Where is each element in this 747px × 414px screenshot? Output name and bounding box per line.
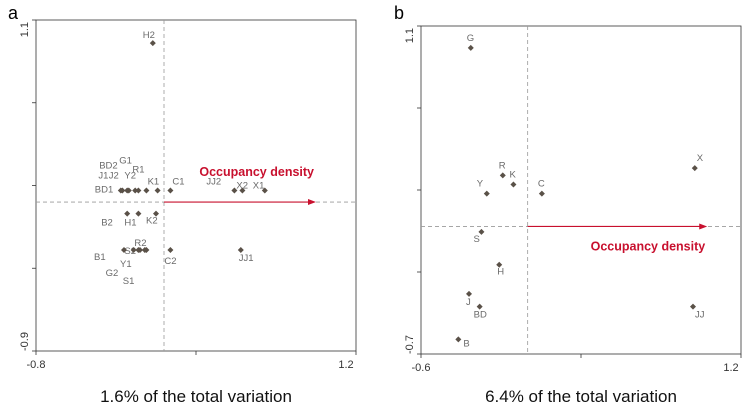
panel-b-point-jj bbox=[690, 303, 696, 310]
panel-a-x-tick-right: 1.2 bbox=[338, 359, 353, 371]
panel-a-point-label-b1: B1 bbox=[94, 252, 106, 263]
panel-b-point-k bbox=[510, 181, 517, 188]
panel-a-vector-arrowhead bbox=[308, 199, 316, 206]
panel-a-point-jj2 bbox=[231, 187, 238, 194]
panel-a-point-label-g1: G1 bbox=[119, 155, 132, 166]
panel-a-point-label-jj1: JJ1 bbox=[239, 253, 254, 264]
panel-a-point-label-y1: Y1 bbox=[120, 259, 132, 270]
panel-a-point-label-y2: Y2 bbox=[124, 170, 136, 181]
panel-a-point-label-s1: S1 bbox=[123, 276, 135, 287]
panel-a-point-k1 bbox=[154, 187, 161, 194]
panel-a-point-label-h1: H1 bbox=[124, 218, 136, 229]
panel-a-point-jj1 bbox=[237, 247, 244, 254]
panel-a-point-y2 bbox=[135, 187, 142, 194]
panel-a: a 1.1 -0.9 -0.8 1.2 Occupancy density H2… bbox=[8, 3, 357, 406]
panel-a-vector-label: Occupancy density bbox=[199, 165, 314, 179]
panel-b-point-b bbox=[455, 336, 462, 343]
panel-b-point-r bbox=[499, 172, 506, 179]
panel-a-point-bd1 bbox=[117, 187, 124, 194]
panel-a-point-j2 bbox=[125, 187, 132, 194]
panel-a-point-label-g2: G2 bbox=[106, 268, 119, 279]
panel-b-point-label-c: C bbox=[538, 179, 545, 190]
panel-b-points: G RK X Y C S H JBD JJ B bbox=[455, 33, 705, 349]
panel-a-ticks bbox=[32, 19, 357, 355]
panel-a-point-h2 bbox=[149, 40, 156, 47]
panel-b-point-h bbox=[496, 261, 503, 268]
panel-a-y-tick-bottom: -0.9 bbox=[19, 332, 31, 351]
panel-a-zero-lines bbox=[36, 20, 356, 351]
panel-a-x-tick-left: -0.8 bbox=[27, 359, 46, 371]
panel-b-point-label-bd: BD bbox=[474, 310, 487, 321]
panel-b-ticks bbox=[417, 25, 742, 358]
panel-b-point-x bbox=[691, 165, 698, 172]
panel-a-point-x1 bbox=[261, 187, 268, 194]
panel-b-point-label-r: R bbox=[499, 160, 506, 171]
panel-b-point-g bbox=[467, 44, 474, 51]
panel-a-point-label-bd2: BD2 bbox=[99, 160, 117, 171]
panel-a-point-label-bd1: BD1 bbox=[95, 184, 113, 195]
panel-a-frame bbox=[35, 19, 357, 352]
panel-a-label: a bbox=[8, 3, 19, 23]
panel-a-point-label-j2: J2 bbox=[109, 170, 119, 181]
panel-b-vector-arrowhead bbox=[699, 223, 708, 230]
panel-b-x-tick-right: 1.2 bbox=[723, 362, 738, 374]
panel-a-point-label-j1: J1 bbox=[98, 170, 108, 181]
panel-a-point-label-k2: K2 bbox=[146, 216, 158, 227]
panel-a-point-c1 bbox=[167, 187, 174, 194]
panel-b-point-label-b: B bbox=[463, 338, 469, 349]
panel-a-point-x2 bbox=[239, 187, 246, 194]
panel-b-point-label-j: J bbox=[466, 297, 471, 308]
panel-b-point-label-jj: JJ bbox=[695, 310, 705, 321]
panel-b-point-bd bbox=[476, 303, 483, 310]
panel-b-point-label-y: Y bbox=[477, 179, 484, 190]
panel-a-point-label-k1: K1 bbox=[148, 176, 160, 187]
panel-a-point-s1 bbox=[141, 247, 148, 254]
panel-b-y-tick-top: 1.1 bbox=[404, 28, 416, 43]
panel-a-caption: 1.6% of the total variation bbox=[100, 387, 292, 406]
panel-b-point-s bbox=[478, 228, 485, 235]
panel-a-point-y1 bbox=[137, 247, 143, 254]
panel-b-caption: 6.4% of the total variation bbox=[485, 387, 677, 406]
panel-a-point-g2 bbox=[130, 247, 137, 254]
panel-b-point-label-s: S bbox=[473, 234, 479, 245]
panel-a-point-b2 bbox=[124, 210, 131, 217]
panel-b-point-j bbox=[466, 290, 472, 297]
panel-b-x-tick-left: -0.6 bbox=[412, 362, 431, 374]
panel-a-point-b1 bbox=[121, 247, 127, 254]
panel-b-point-label-x: X bbox=[697, 153, 704, 164]
panel-a-point-label-c2: C2 bbox=[164, 256, 176, 267]
panel-a-point-h1 bbox=[135, 210, 142, 217]
panel-a-point-c2 bbox=[167, 247, 174, 254]
panel-a-point-label-x2: X2 bbox=[236, 180, 248, 191]
panel-a-point-label-h2: H2 bbox=[143, 30, 155, 41]
panel-a-point-label-c1: C1 bbox=[172, 176, 184, 187]
panel-b-point-c bbox=[538, 190, 545, 197]
panel-b: b 1.1 -0.7 -0.6 1.2 Occupancy density G R… bbox=[394, 3, 742, 406]
panel-b-y-tick-bottom: -0.7 bbox=[404, 335, 416, 354]
panel-a-point-label-r2: R2 bbox=[134, 238, 146, 249]
panel-a-point-r1 bbox=[143, 187, 150, 194]
panel-a-point-label-jj2: JJ2 bbox=[206, 176, 221, 187]
panel-a-point-label-b2: B2 bbox=[101, 218, 113, 229]
panel-a-point-g1 bbox=[132, 187, 139, 194]
panel-b-label: b bbox=[394, 3, 404, 23]
panel-b-point-y bbox=[483, 190, 490, 197]
panel-a-point-label-r1: R1 bbox=[132, 164, 144, 175]
panel-a-y-tick-top: 1.1 bbox=[19, 22, 31, 37]
panel-b-point-label-k: K bbox=[509, 170, 516, 181]
panel-a-point-label-x1: X1 bbox=[253, 180, 265, 191]
panel-b-vector-label: Occupancy density bbox=[591, 239, 706, 253]
panel-b-point-label-g: G bbox=[467, 33, 474, 44]
panel-a-point-label-s2: S2 bbox=[124, 246, 136, 257]
panel-b-point-label-h: H bbox=[497, 267, 504, 278]
panel-a-point-k2 bbox=[153, 210, 159, 217]
